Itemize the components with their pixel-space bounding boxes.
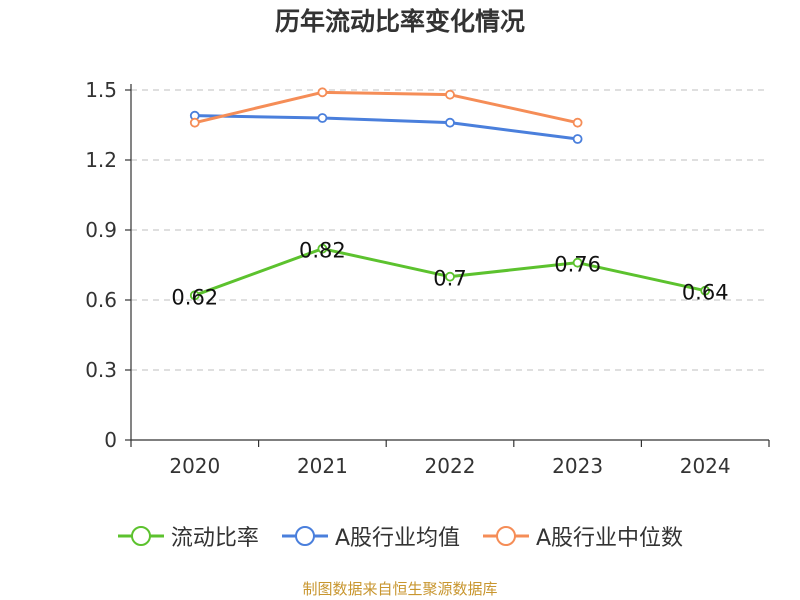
data-point xyxy=(189,290,200,301)
legend-swatch xyxy=(483,526,529,546)
series-line xyxy=(194,114,578,141)
legend-swatch-marker xyxy=(496,526,516,546)
legend-item[interactable]: A股行业均值 xyxy=(281,520,460,552)
legend-item[interactable]: 流动比率 xyxy=(117,520,259,552)
x-tick-label: 2024 xyxy=(680,454,731,478)
x-tick-label: 2021 xyxy=(297,454,348,478)
legend-swatch xyxy=(117,526,164,546)
data-label: 0.7 xyxy=(433,267,466,291)
data-point xyxy=(317,113,328,123)
axes: 0 0.3 0.6 0.9 1.2 1.5 2020 2021 2022 2023 2024 xyxy=(85,78,770,478)
grid-lines xyxy=(131,89,769,371)
data-label: 0.76 xyxy=(554,253,601,277)
y-tick-label: 1.5 xyxy=(85,78,117,102)
data-point xyxy=(189,117,200,128)
legend-swatch xyxy=(281,526,328,546)
series-lines xyxy=(189,87,711,301)
y-tick-label: 0 xyxy=(104,428,117,452)
data-point xyxy=(572,257,583,268)
data-point xyxy=(572,134,583,144)
data-label: 0.64 xyxy=(682,281,729,305)
data-point xyxy=(317,87,328,98)
legend-swatch-marker xyxy=(130,526,151,546)
data-point xyxy=(700,285,711,296)
y-tick-label: 1.2 xyxy=(85,148,117,172)
series-line xyxy=(194,90,578,125)
source-note: 制图数据来自恒生聚源数据库 xyxy=(302,580,498,598)
legend-swatch-marker xyxy=(294,526,315,546)
data-point xyxy=(572,117,583,128)
data-point xyxy=(445,271,455,282)
legend: 流动比率 A股行业均值 A股行业中位数 xyxy=(0,518,800,554)
data-label: 0.62 xyxy=(171,285,218,309)
x-tick-label: 2020 xyxy=(169,454,220,478)
legend-label: A股行业均值 xyxy=(334,526,460,551)
x-tick-label: 2022 xyxy=(425,454,476,478)
data-point xyxy=(317,243,328,254)
y-tick-label: 0.9 xyxy=(85,218,117,242)
y-tick-label: 0.6 xyxy=(85,288,117,312)
legend-item[interactable]: A股行业中位数 xyxy=(482,520,683,552)
chart-title: 历年流动比率变化情况 xyxy=(274,7,525,36)
legend-label: 流动比率 xyxy=(170,526,259,551)
data-point xyxy=(445,117,455,128)
data-point xyxy=(445,89,455,100)
y-tick-label: 0.3 xyxy=(85,358,117,382)
data-label: 0.82 xyxy=(299,239,346,263)
legend-label: A股行业中位数 xyxy=(536,526,684,551)
data-labels: 0.62 0.82 0.7 0.76 0.64 xyxy=(171,239,728,310)
x-tick-label: 2023 xyxy=(552,454,603,478)
